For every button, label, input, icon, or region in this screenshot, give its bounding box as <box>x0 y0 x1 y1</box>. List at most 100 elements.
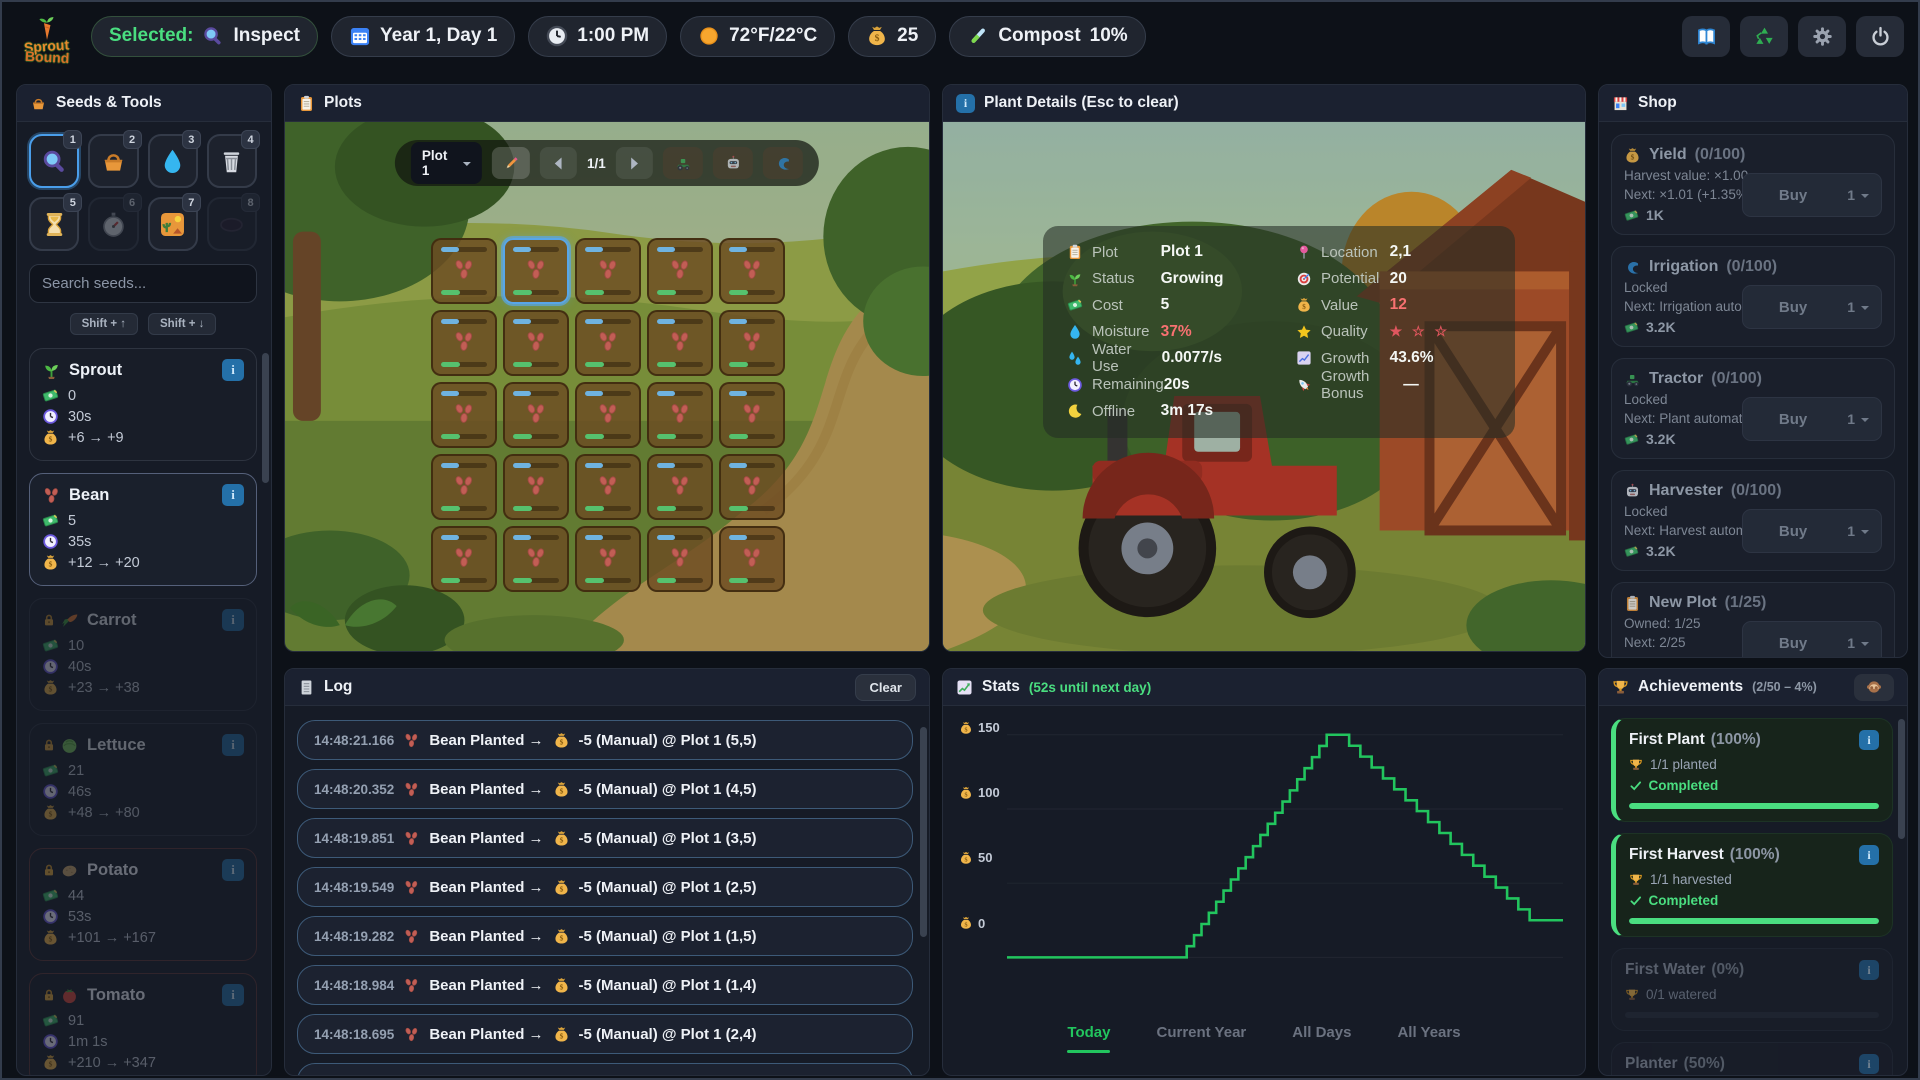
plot-cell[interactable] <box>719 454 785 520</box>
achievements-scrollbar[interactable] <box>1897 713 1906 1075</box>
buy-button[interactable]: Buy <box>1778 522 1808 540</box>
clear-log-button[interactable]: Clear <box>855 673 916 701</box>
tool-slot-6[interactable]: 6 <box>88 193 142 251</box>
plot-cell[interactable] <box>647 310 713 376</box>
buy-quantity-dropdown[interactable]: 1 <box>1843 187 1881 203</box>
tool-slot-1[interactable]: 1 <box>29 130 83 188</box>
plot-cell[interactable] <box>647 238 713 304</box>
log-entry[interactable]: 14:48:18.984 Bean Planted → $ -5 (Manual) @… <box>297 965 913 1005</box>
plot-cell[interactable] <box>575 526 641 592</box>
settings-button[interactable] <box>1798 15 1846 57</box>
plot-cell[interactable] <box>719 526 785 592</box>
achievement-info-button[interactable]: i <box>1859 730 1879 750</box>
seed-card-sprout[interactable]: Sprout i 0 30s $ +6 → +9 <box>29 348 257 461</box>
log-entry[interactable]: 14:48:19.549 Bean Planted → $ -5 (Manual) @… <box>297 867 913 907</box>
search-input[interactable] <box>29 264 257 303</box>
chart-y-tick: $150 <box>959 720 1000 735</box>
plot-cell[interactable] <box>503 310 569 376</box>
plot-cell[interactable] <box>431 526 497 592</box>
log-entry[interactable]: 14:48:20.352 Bean Planted → $ -5 (Manual) @… <box>297 769 913 809</box>
seed-info-button[interactable]: i <box>222 859 244 881</box>
log-entry[interactable]: 14:48:19.851 Bean Planted → $ -5 (Manual) @… <box>297 818 913 858</box>
power-button[interactable] <box>1856 15 1904 57</box>
log-entry[interactable]: 14:48:21.166 Bean Planted → $ -5 (Manual) @… <box>297 720 913 760</box>
seed-info-button[interactable]: i <box>222 484 244 506</box>
plot-cell[interactable] <box>575 454 641 520</box>
buy-button[interactable]: Buy <box>1778 186 1808 204</box>
seed-title: Lettuce i <box>42 734 244 756</box>
seed-card-lettuce[interactable]: Lettuce i 21 46s $ +48 → +80 <box>29 723 257 836</box>
seed-info-button[interactable]: i <box>222 734 244 756</box>
buy-button[interactable]: Buy <box>1778 298 1808 316</box>
seed-card-tomato[interactable]: Tomato i 91 1m 1s $ +210 → +347 <box>29 973 257 1075</box>
seed-name: Sprout <box>69 360 123 379</box>
buy-button[interactable]: Buy <box>1778 634 1808 652</box>
plot-cell[interactable] <box>575 238 641 304</box>
plot-cell[interactable] <box>431 238 497 304</box>
prev-plot-button[interactable] <box>539 147 577 179</box>
plot-cell[interactable] <box>719 382 785 448</box>
plot-cell[interactable] <box>647 382 713 448</box>
plot-cell[interactable] <box>575 310 641 376</box>
seed-info-button[interactable]: i <box>222 984 244 1006</box>
scrollbar-thumb[interactable] <box>920 727 927 937</box>
guide-button[interactable] <box>1682 15 1730 57</box>
buy-button[interactable]: Buy <box>1778 410 1808 428</box>
stats-tab-today[interactable]: Today <box>1067 1024 1111 1053</box>
buy-quantity-dropdown[interactable]: 1 <box>1843 635 1881 651</box>
plot-cell[interactable] <box>575 382 641 448</box>
tool-slot-8[interactable]: 8 <box>206 193 260 251</box>
buy-quantity-dropdown[interactable]: 1 <box>1843 299 1881 315</box>
shop-item-line2: Next: 2/25 <box>1624 635 1686 650</box>
seed-card-potato[interactable]: Potato i 44 53s $ +101 → +167 <box>29 848 257 961</box>
scrollbar-thumb[interactable] <box>1898 719 1905 839</box>
seeds-scrollbar[interactable] <box>261 85 270 1075</box>
seed-info-button[interactable]: i <box>222 359 244 381</box>
tool-slot-5[interactable]: 5 <box>29 193 83 251</box>
plot-cell[interactable] <box>431 382 497 448</box>
seed-info-button[interactable]: i <box>222 609 244 631</box>
plot-cell[interactable] <box>503 454 569 520</box>
next-plot-button[interactable] <box>615 147 654 179</box>
plot-cell[interactable] <box>719 238 785 304</box>
auto-water-button[interactable] <box>763 147 804 179</box>
log-scrollbar[interactable] <box>919 719 928 1075</box>
stats-tab-all-years[interactable]: All Years <box>1397 1024 1461 1041</box>
log-entry[interactable]: 14:48:18.430Bean Planted →$-5 (Manual) @… <box>297 1063 913 1075</box>
sprout-icon <box>42 361 61 380</box>
achievement-info-button[interactable]: i <box>1859 845 1879 865</box>
plot-cell-selected[interactable] <box>503 238 569 304</box>
tool-slot-3[interactable]: 3 <box>147 130 201 188</box>
tool-slot-4[interactable]: 4 <box>206 130 260 188</box>
scrollbar-thumb[interactable] <box>262 353 269 483</box>
rename-plot-button[interactable] <box>492 147 530 179</box>
log-entry[interactable]: 14:48:19.282 Bean Planted → $ -5 (Manual) @… <box>297 916 913 956</box>
buy-control: Buy 1 <box>1742 397 1882 441</box>
auto-plant-button[interactable] <box>663 147 704 179</box>
cash-icon <box>42 637 59 654</box>
plot-cell[interactable] <box>647 526 713 592</box>
achievement-info-button[interactable]: i <box>1859 960 1879 980</box>
plot-cell[interactable] <box>503 526 569 592</box>
compost-button[interactable] <box>1740 15 1788 57</box>
hide-achievements-button[interactable] <box>1854 673 1894 701</box>
plot-cell[interactable] <box>719 310 785 376</box>
seed-card-bean[interactable]: Bean i 5 35s $ +12 → +20 <box>29 473 257 586</box>
buy-quantity-dropdown[interactable]: 1 <box>1843 523 1881 539</box>
stats-tab-all-days[interactable]: All Days <box>1292 1024 1352 1041</box>
plot-selector[interactable]: Plot 1 <box>410 142 483 184</box>
buy-quantity-dropdown[interactable]: 1 <box>1843 411 1881 427</box>
seed-card-carrot[interactable]: Carrot i 10 40s $ +23 → +38 <box>29 598 257 711</box>
tool-slot-2[interactable]: 2 <box>88 130 142 188</box>
plot-cell[interactable] <box>431 454 497 520</box>
plot-cell[interactable] <box>647 454 713 520</box>
beans-icon <box>403 781 420 798</box>
plot-cell[interactable] <box>503 382 569 448</box>
plot-cell[interactable] <box>431 310 497 376</box>
tool-slot-7[interactable]: 7 <box>147 193 201 251</box>
auto-harvest-button[interactable] <box>713 147 754 179</box>
achievement-info-button[interactable]: i <box>1859 1054 1879 1074</box>
stats-tab-current-year[interactable]: Current Year <box>1156 1024 1247 1041</box>
desert-icon <box>159 211 186 238</box>
log-entry[interactable]: 14:48:18.695 Bean Planted → $ -5 (Manual) @… <box>297 1014 913 1054</box>
